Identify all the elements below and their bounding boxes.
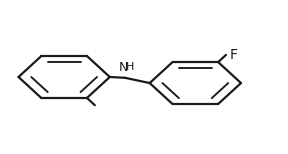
Text: N: N	[119, 61, 128, 74]
Text: F: F	[230, 48, 238, 62]
Text: H: H	[126, 62, 134, 72]
